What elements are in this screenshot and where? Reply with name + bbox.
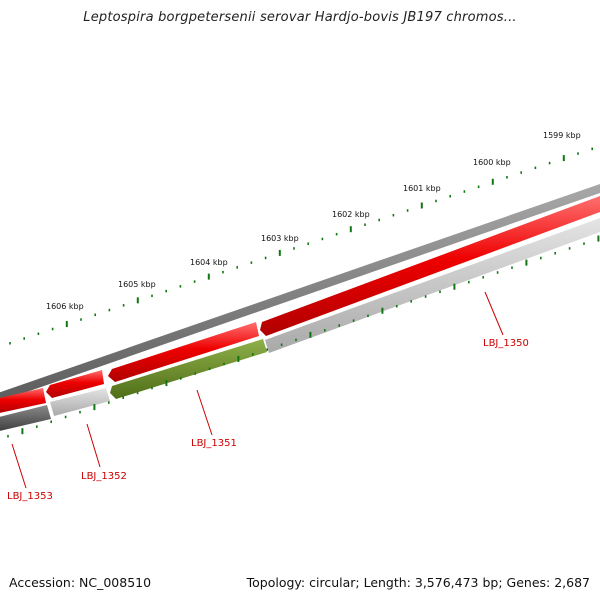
ruler-label-1599: 1599 kbp bbox=[543, 131, 581, 140]
ruler-label-1602: 1602 kbp bbox=[332, 210, 370, 219]
backbone-line bbox=[0, 184, 600, 402]
gene-arrow-forward-2[interactable] bbox=[46, 370, 104, 398]
gene-lbj-1352[interactable] bbox=[50, 388, 110, 416]
ruler-label-1603: 1603 kbp bbox=[261, 234, 299, 243]
ruler-label-1606: 1606 kbp bbox=[46, 302, 84, 311]
ruler-label-1604: 1604 kbp bbox=[190, 258, 228, 267]
map-title: Leptospira borgpetersenii serovar Hardjo… bbox=[83, 10, 517, 25]
ruler-ticks bbox=[9, 147, 594, 345]
callout-line-lbj-1352 bbox=[86, 423, 101, 468]
gene-label-lbj-1352[interactable]: LBJ_1352 bbox=[81, 471, 127, 482]
callout-line-lbj-1351 bbox=[196, 389, 213, 436]
gene-lbj-1351-highlighted[interactable] bbox=[110, 339, 267, 399]
callout-line-lbj-1353 bbox=[11, 443, 27, 489]
callout-line-lbj-1350 bbox=[484, 291, 504, 336]
ruler-label-1605: 1605 kbp bbox=[118, 280, 156, 289]
gene-label-lbj-1350[interactable]: LBJ_1350 bbox=[483, 338, 529, 349]
ruler-label-1600: 1600 kbp bbox=[473, 158, 511, 167]
gene-arrow-forward-1[interactable] bbox=[108, 322, 259, 382]
gene-arrow-reverse-lbj-1350[interactable] bbox=[265, 218, 600, 353]
gene-label-lbj-1351[interactable]: LBJ_1351 bbox=[191, 438, 237, 449]
gene-arrow-forward-3[interactable] bbox=[0, 388, 46, 414]
accession-text: Accession: NC_008510 bbox=[9, 575, 152, 590]
gene-arrow-forward-lbj-1350[interactable] bbox=[260, 196, 600, 336]
gene-label-lbj-1353[interactable]: LBJ_1353 bbox=[7, 491, 53, 502]
ruler-labels: 1599 kbp 1600 kbp 1601 kbp 1602 kbp 1603… bbox=[46, 131, 581, 311]
topology-text: Topology: circular; Length: 3,576,473 bp… bbox=[246, 575, 590, 590]
ruler-label-1601: 1601 kbp bbox=[403, 184, 441, 193]
gene-lbj-1353[interactable] bbox=[0, 405, 51, 432]
lower-ruler-ticks bbox=[7, 235, 600, 438]
